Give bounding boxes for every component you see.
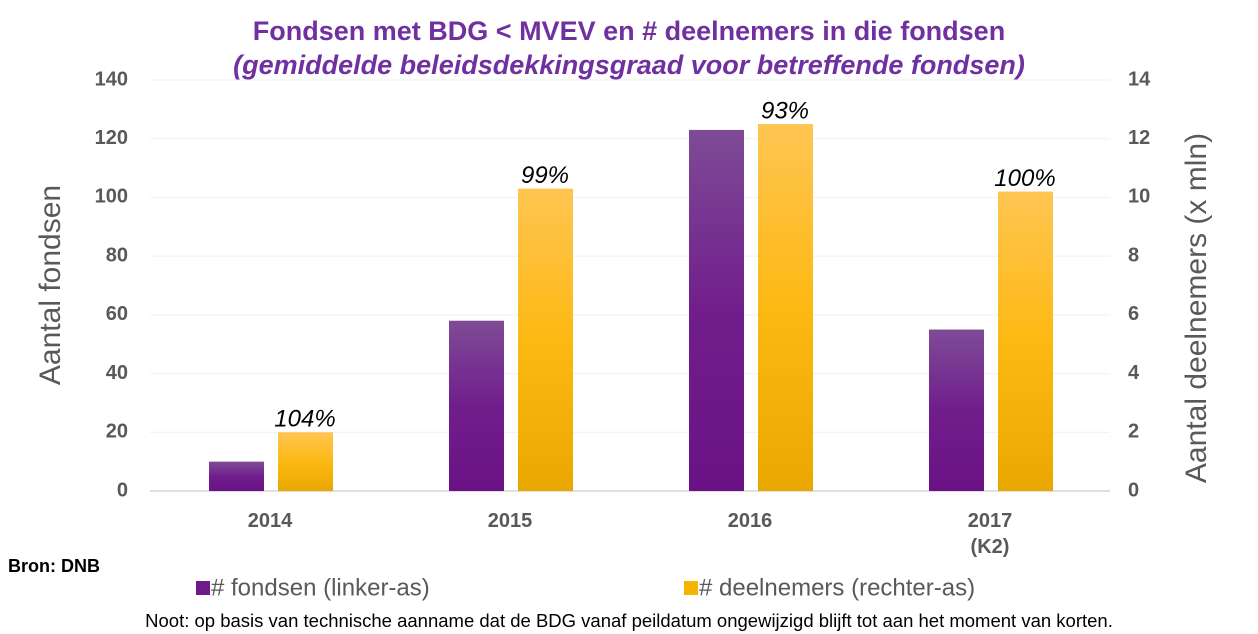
y2-tick-label: 2 [1128,421,1139,443]
bar [278,432,333,491]
bar [929,329,984,491]
chart-title: Fondsen met BDG < MVEV en # deelnemers i… [253,16,1005,46]
y2-tick-label: 6 [1128,303,1139,325]
y2-tick-label: 0 [1128,479,1139,501]
annotation: 93% [761,97,809,124]
x-tick-label: 2015 [487,510,533,532]
y-tick-label: 60 [106,303,128,325]
y-tick-label: 80 [106,244,128,266]
y-tick-label: 140 [95,68,128,90]
bar [518,188,573,491]
y-tick-label: 120 [95,127,128,149]
y2-tick-label: 10 [1128,186,1150,208]
chart-subtitle: (gemiddelde beleidsdekkingsgraad voor be… [233,50,1025,80]
note: Noot: op basis van technische aanname da… [145,610,1113,631]
legend-label: # deelnemers (rechter-as) [699,574,975,601]
legend-swatch [196,581,210,595]
bar [449,320,504,491]
legend-label: # fondsen (linker-as) [211,574,430,601]
y-tick-label: 20 [106,421,128,443]
bar [998,191,1053,492]
annotation: 104% [274,406,335,433]
y2-tick-label: 4 [1128,362,1140,384]
bar [209,461,264,491]
y-tick-label: 40 [106,362,128,384]
y-tick-label: 100 [95,186,128,208]
y2-tick-label: 14 [1128,68,1151,90]
annotation: 100% [994,165,1055,192]
x-tick-label: 2016 [727,510,773,532]
annotation: 99% [521,162,569,189]
y2-tick-label: 12 [1128,127,1150,149]
source: Bron: DNB [8,556,100,576]
bar [758,124,813,492]
y2-axis-title: Aantal deelnemers (x mln) [1180,133,1213,483]
x-tick-label: 2017 (K2) [967,510,1013,558]
y-tick-label: 0 [117,479,128,501]
x-tick-label: 2014 [247,510,293,532]
bar [689,129,744,491]
legend-swatch [684,581,698,595]
y-axis-title: Aantal fondsen [34,185,67,385]
y2-tick-label: 8 [1128,244,1139,266]
